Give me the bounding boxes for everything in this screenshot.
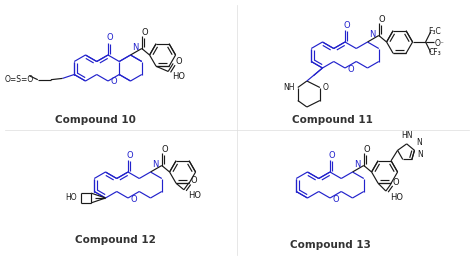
Text: O⁻: O⁻ [435,40,445,49]
Text: Compound 13: Compound 13 [290,240,371,250]
Text: O: O [328,151,335,160]
Text: O: O [162,145,168,154]
Text: O: O [323,83,329,92]
Text: N: N [417,138,422,147]
Text: O: O [141,28,148,37]
Text: O: O [348,64,355,74]
Text: HO: HO [172,72,185,81]
Text: HN: HN [401,131,412,140]
Text: Compound 10: Compound 10 [55,115,136,125]
Text: O: O [344,21,350,30]
Text: HO: HO [188,191,201,200]
Text: Compound 12: Compound 12 [74,235,155,245]
Text: O: O [393,178,400,187]
Text: HO: HO [390,193,403,202]
Text: O: O [191,176,198,185]
Text: CF₃: CF₃ [428,48,441,57]
Text: O: O [364,145,370,154]
Text: O: O [111,77,118,87]
Text: NH: NH [283,83,295,92]
Text: HO: HO [65,193,76,203]
Text: N: N [133,43,139,52]
Text: O: O [333,194,340,204]
Text: O=S=O: O=S=O [5,75,34,84]
Text: N: N [153,160,159,169]
Text: F₃C: F₃C [428,27,441,36]
Text: O: O [175,57,182,66]
Text: O: O [378,15,385,24]
Text: N: N [355,160,361,169]
Text: N: N [370,30,376,39]
Text: O: O [127,151,133,160]
Text: Compound 11: Compound 11 [292,115,373,125]
Text: O: O [131,194,137,204]
Text: N: N [417,150,423,159]
Text: O: O [107,33,113,42]
